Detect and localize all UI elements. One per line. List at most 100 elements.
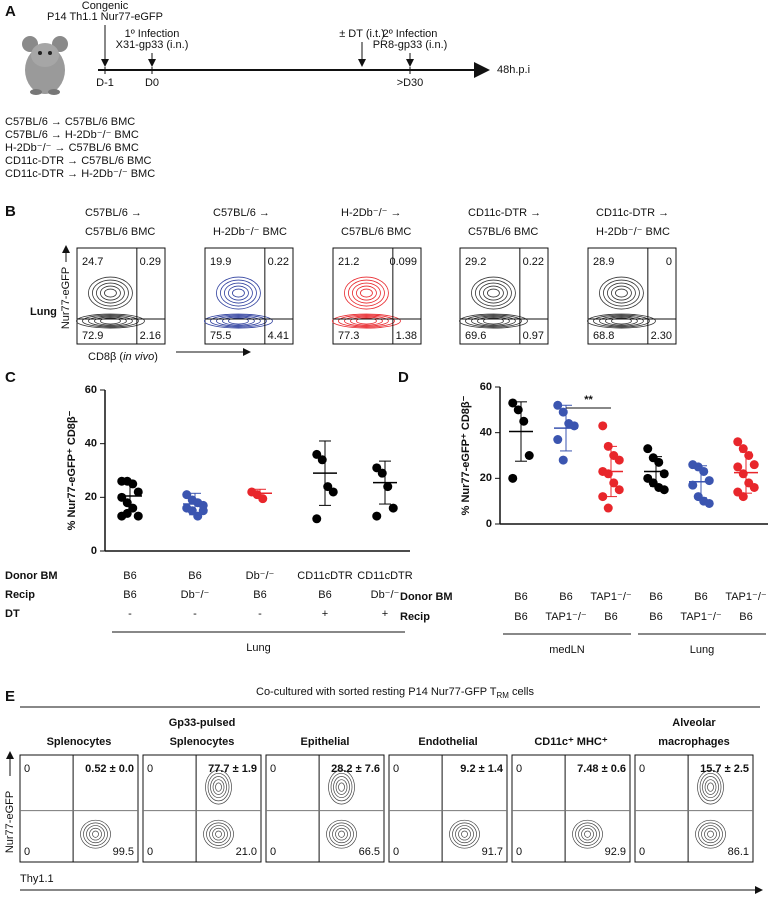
data-point (117, 492, 127, 502)
contour (205, 769, 232, 805)
data-point (603, 503, 613, 513)
contour (92, 830, 99, 838)
day-label: D0 (145, 77, 159, 89)
data-point (614, 485, 624, 495)
data-point (733, 437, 743, 447)
header-part: cells (509, 686, 535, 698)
contour (572, 819, 603, 849)
quadrant-value: 0 (24, 846, 30, 858)
row-cell: TAP1⁻/⁻ (680, 611, 722, 623)
row-cell: CD11cDTR (297, 570, 352, 582)
contour (697, 769, 724, 805)
data-point (508, 398, 518, 408)
quadrant-value: 9.2 ± 1.4 (460, 763, 504, 775)
plot-title: H-2Db⁻/⁻ BMC (596, 226, 670, 238)
row-header: Donor BM (5, 570, 58, 582)
quadrant-value: 0 (270, 846, 276, 858)
contour (483, 285, 504, 301)
quadrant-value: 77.3 (338, 330, 359, 342)
contour (328, 769, 355, 805)
data-point (598, 492, 608, 502)
row-cell: B6 (739, 611, 752, 623)
y-axis-label: Nur77-eGFP (60, 267, 72, 329)
quadrant-value: 28.2 ± 7.6 (331, 763, 380, 775)
row-cell: B6 (604, 611, 617, 623)
contour (607, 282, 636, 304)
plot-frame (265, 754, 385, 863)
quadrant-value: 92.9 (605, 846, 626, 858)
plot-frame (511, 754, 631, 863)
row-header: Recip (400, 611, 430, 623)
quadrant-value: 0.97 (523, 330, 544, 342)
contour (707, 830, 714, 838)
contour (100, 285, 121, 301)
contour (232, 288, 245, 298)
contour (330, 772, 353, 802)
contour (220, 279, 257, 307)
plot-title: Epithelial (301, 736, 350, 748)
contour (86, 825, 105, 844)
quadrant-value: 0 (24, 763, 30, 775)
row-cell: CD11cDTR (357, 570, 412, 582)
contour (479, 282, 508, 304)
contour (487, 288, 500, 298)
row-cell: - (258, 608, 262, 620)
data-point (704, 476, 714, 486)
contour (575, 822, 600, 846)
contour (88, 315, 133, 327)
plot-title: CD11c-DTR → (468, 207, 541, 219)
y-axis-label: % Nur77-eGFP⁺ CD8β⁻ (460, 395, 472, 515)
contour (215, 782, 222, 792)
plot-frame (388, 754, 508, 863)
quadrant-value: 2.16 (140, 330, 161, 342)
data-point (372, 463, 382, 473)
row-cell: B6 (649, 611, 662, 623)
row-cell: - (128, 608, 132, 620)
quadrant-value: 0 (516, 846, 522, 858)
contour (599, 276, 644, 310)
contour (82, 314, 139, 328)
contour (350, 316, 383, 326)
contour (216, 276, 261, 310)
event-text: 2º Infection (383, 28, 438, 40)
quadrant-value: 0 (516, 763, 522, 775)
panel-header: Co-cultured with sorted resting P14 Nur7… (256, 686, 534, 700)
contour (212, 827, 225, 841)
row-cell: TAP1⁻/⁻ (590, 591, 632, 603)
quadrant-value: 0.22 (268, 256, 289, 268)
contour (611, 317, 632, 325)
contour (207, 772, 230, 802)
quadrant-value: 1.38 (396, 330, 417, 342)
day-label: D-1 (96, 77, 114, 89)
row-cell: B6 (123, 589, 136, 601)
contour (352, 282, 381, 304)
y-tick-label: 20 (480, 472, 492, 484)
contour (338, 314, 395, 328)
contour (344, 276, 389, 310)
plot-title: CD11c⁺ MHC⁺ (534, 736, 608, 748)
plot-title: C57BL/6 BMC (85, 226, 155, 238)
data-point (312, 514, 322, 524)
plot-title: Gp33-pulsed (169, 717, 236, 729)
row-cell: B6 (514, 611, 527, 623)
bracket-label: medLN (549, 644, 585, 656)
x-label-part: ) (154, 351, 158, 363)
contour (338, 830, 345, 838)
quadrant-value: 77.7 ± 1.9 (208, 763, 257, 775)
row-cell: - (193, 608, 197, 620)
row-cell: + (382, 608, 388, 620)
contour (88, 276, 133, 310)
row-cell: Db⁻/⁻ (181, 589, 210, 601)
quadrant-value: 15.7 ± 2.5 (700, 763, 749, 775)
row-header: Recip (5, 589, 35, 601)
bracket-label: Lung (246, 642, 270, 654)
plot-title: Splenocytes (170, 736, 235, 748)
y-tick-label: 60 (480, 381, 492, 393)
row-cell: B6 (559, 591, 572, 603)
contour (206, 822, 231, 846)
quadrant-value: 69.6 (465, 330, 486, 342)
contour (335, 779, 348, 795)
contour (455, 825, 474, 844)
y-tick-label: 40 (480, 427, 492, 439)
quadrant-value: 0 (639, 763, 645, 775)
